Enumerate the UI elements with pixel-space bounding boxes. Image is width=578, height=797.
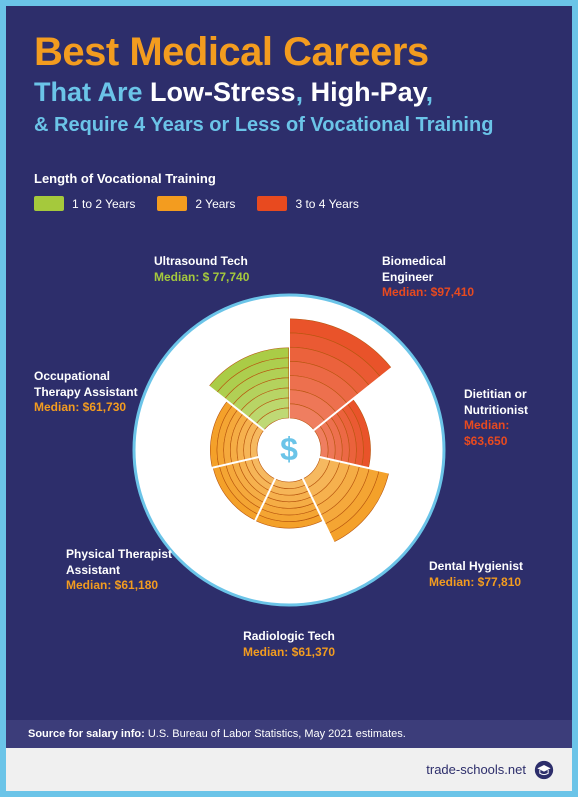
career-name: Ultrasound Tech	[154, 254, 249, 270]
career-name: Dietitian or Nutritionist	[464, 387, 544, 418]
career-label: Occupational Therapy AssistantMedian: $6…	[34, 369, 144, 416]
legend-label: 2 Years	[195, 197, 235, 211]
polar-chart: $ Biomedical EngineerMedian: $97,410 Diet…	[34, 229, 544, 689]
career-label: Radiologic TechMedian: $61,370	[234, 629, 344, 660]
legend-row: 1 to 2 Years 2 Years 3 to 4 Years	[34, 196, 544, 211]
legend-swatch	[157, 196, 187, 211]
source-text: U.S. Bureau of Labor Statistics, May 202…	[148, 728, 406, 740]
career-label: Dental HygienistMedian: $77,810	[429, 559, 523, 590]
legend-swatch	[34, 196, 64, 211]
title-lead: That Are	[34, 77, 150, 107]
legend-label: 1 to 2 Years	[72, 197, 135, 211]
title-sep: ,	[296, 77, 311, 107]
legend-label: 3 to 4 Years	[295, 197, 358, 211]
career-median: Median: $61,730	[34, 400, 144, 416]
career-name: Physical Therapist Assistant	[66, 547, 176, 578]
career-name: Occupational Therapy Assistant	[34, 369, 144, 400]
career-label: Physical Therapist AssistantMedian: $61,…	[66, 547, 176, 594]
career-name: Dental Hygienist	[429, 559, 523, 575]
footer: trade-schools.net	[6, 748, 572, 791]
career-median: Median: $97,410	[382, 285, 492, 301]
career-median: Median: $61,180	[66, 578, 176, 594]
footer-text: trade-schools.net	[426, 762, 526, 777]
title-tail: ,	[426, 77, 434, 107]
career-median: Median: $63,650	[464, 418, 544, 449]
title-line-2: That Are Low-Stress, High-Pay,	[34, 77, 544, 108]
source-bar: Source for salary info: U.S. Bureau of L…	[6, 720, 572, 748]
legend-title: Length of Vocational Training	[34, 171, 544, 186]
source-label: Source for salary info:	[28, 728, 148, 740]
grad-cap-icon	[534, 760, 554, 780]
main-panel: Best Medical Careers That Are Low-Stress…	[6, 6, 572, 748]
career-median: Median: $77,810	[429, 575, 523, 591]
legend-swatch	[257, 196, 287, 211]
title-emph-b: High-Pay	[311, 77, 426, 107]
title-line-1: Best Medical Careers	[34, 30, 544, 75]
career-median: Median: $61,370	[234, 645, 344, 661]
legend-item: 2 Years	[157, 196, 235, 211]
legend-item: 1 to 2 Years	[34, 196, 135, 211]
career-name: Biomedical Engineer	[382, 254, 492, 285]
outer-frame: Best Medical Careers That Are Low-Stress…	[0, 0, 578, 797]
title-line-3: & Require 4 Years or Less of Vocational …	[34, 114, 544, 137]
career-label: Dietitian or NutritionistMedian: $63,650	[464, 387, 544, 449]
career-median: Median: $ 77,740	[154, 270, 249, 286]
title-emph-a: Low-Stress	[150, 77, 296, 107]
career-name: Radiologic Tech	[234, 629, 344, 645]
legend-item: 3 to 4 Years	[257, 196, 358, 211]
career-label: Ultrasound TechMedian: $ 77,740	[154, 254, 249, 285]
career-label: Biomedical EngineerMedian: $97,410	[382, 254, 492, 301]
svg-text:$: $	[280, 431, 298, 467]
